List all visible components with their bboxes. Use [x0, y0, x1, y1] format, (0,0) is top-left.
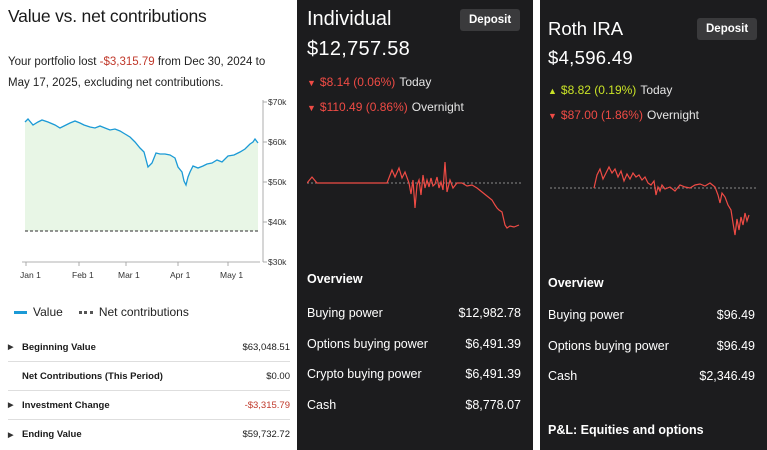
- roth-ira-account-panel: Roth IRA Deposit $4,596.49 ▲ $8.82 (0.19%…: [540, 0, 767, 450]
- y-tick-70k: $70k: [268, 97, 287, 107]
- overview-label: Cash: [307, 397, 337, 412]
- overview-title: Overview: [307, 272, 363, 286]
- row-value: -$3,315.79: [244, 399, 290, 411]
- net-legend-label: Net contributions: [98, 305, 189, 319]
- x-axis-ticks: Jan 1 Feb 1 Mar 1 Apr 1 May 1: [20, 262, 243, 280]
- row-label: Investment Change: [22, 399, 110, 411]
- overview-row-options-buying-power: Options buying power $96.49: [548, 339, 755, 370]
- overview-row-options-buying-power: Options buying power $6,491.39: [307, 337, 521, 368]
- overnight-amount: $87.00 (1.86%): [560, 108, 643, 122]
- summary-prefix: Your portfolio lost: [8, 56, 100, 68]
- account-value: $4,596.49: [548, 47, 634, 68]
- today-amount: $8.14 (0.06%): [319, 75, 396, 89]
- chart-legend: Value Net contributions: [14, 305, 189, 319]
- x-tick-feb: Feb 1: [72, 270, 94, 280]
- y-tick-40k: $40k: [268, 217, 287, 227]
- overview-row-crypto-buying-power: Crypto buying power $6,491.39: [307, 367, 521, 398]
- overview-value: $6,491.39: [465, 367, 521, 381]
- value-legend-swatch: [14, 310, 27, 314]
- panel-divider: [533, 0, 540, 450]
- overview-label: Options buying power: [307, 336, 428, 351]
- overview-label: Crypto buying power: [307, 367, 422, 381]
- row-investment-change[interactable]: ▶ Investment Change -$3,315.79: [8, 391, 290, 420]
- overnight-label: Overnight: [646, 108, 700, 122]
- down-arrow-icon: ▼: [307, 103, 316, 113]
- row-ending-value[interactable]: ▶ Ending Value $59,732.72: [8, 420, 290, 449]
- overview-value: $96.49: [716, 308, 755, 322]
- value-legend-label: Value: [33, 305, 63, 319]
- portfolio-summary: Your portfolio lost -$3,315.79 from Dec …: [8, 52, 288, 94]
- today-change: ▼ $8.14 (0.06%) Today: [307, 75, 431, 89]
- individual-account-panel: Individual Deposit $12,757.58 ▼ $8.14 (0.…: [297, 0, 533, 450]
- overview-list: Buying power $96.49 Options buying power…: [548, 308, 755, 400]
- row-value: $63,048.51: [242, 341, 290, 353]
- overview-label: Options buying power: [548, 338, 669, 353]
- account-value: $12,757.58: [307, 38, 411, 60]
- overview-row-buying-power: Buying power $12,982.78: [307, 306, 521, 337]
- account-title: Individual: [307, 8, 392, 30]
- row-net-contributions: Net Contributions (This Period) $0.00: [8, 362, 290, 391]
- overview-title: Overview: [548, 276, 604, 290]
- x-tick-mar: Mar 1: [118, 270, 140, 280]
- today-label: Today: [399, 75, 432, 89]
- expand-caret-icon[interactable]: ▶: [8, 431, 14, 439]
- overview-row-cash: Cash $2,346.49: [548, 369, 755, 400]
- value-vs-contributions-panel: Value vs. net contributions Your portfol…: [0, 0, 295, 450]
- overnight-change: ▼ $110.49 (0.86%) Overnight: [307, 100, 464, 114]
- overview-list: Buying power $12,982.78 Options buying p…: [307, 306, 521, 428]
- overview-label: Cash: [548, 369, 578, 383]
- today-change: ▲ $8.82 (0.19%) Today: [548, 83, 672, 97]
- value-line: [24, 118, 259, 187]
- value-chart[interactable]: $70k $60k $50k $40k $30k Jan 1 Feb 1 Mar…: [0, 92, 295, 287]
- panel-title: Value vs. net contributions: [8, 6, 207, 26]
- individual-sparkline[interactable]: [307, 150, 527, 240]
- down-arrow-icon: ▼: [548, 111, 557, 121]
- overview-value: $6,491.39: [465, 336, 521, 351]
- x-tick-jan: Jan 1: [20, 270, 41, 280]
- summary-loss: -$3,315.79: [99, 56, 155, 68]
- expand-caret-icon[interactable]: ▶: [8, 402, 14, 409]
- pl-section-title[interactable]: P&L: Equities and options: [548, 423, 704, 437]
- x-tick-apr: Apr 1: [170, 270, 191, 280]
- overnight-label: Overnight: [411, 100, 464, 114]
- overview-value: $96.49: [716, 338, 755, 353]
- row-value: $0.00: [266, 370, 290, 382]
- overview-label: Buying power: [307, 306, 383, 320]
- row-beginning-value[interactable]: ▶ Beginning Value $63,048.51: [8, 333, 290, 362]
- overnight-amount: $110.49 (0.86%): [319, 100, 408, 114]
- row-value: $59,732.72: [242, 429, 290, 440]
- overview-label: Buying power: [548, 308, 624, 322]
- roth-sparkline[interactable]: [550, 155, 762, 240]
- row-label: Beginning Value: [22, 341, 96, 353]
- price-line: [593, 165, 750, 236]
- row-label: Ending Value: [22, 429, 82, 440]
- value-breakdown-table: ▶ Beginning Value $63,048.51 Net Contrib…: [8, 333, 290, 449]
- x-tick-may: May 1: [220, 270, 243, 280]
- overview-value: $8,778.07: [465, 397, 521, 412]
- today-amount: $8.82 (0.19%): [560, 83, 637, 97]
- overview-row-cash: Cash $8,778.07: [307, 398, 521, 429]
- summary-suffix: from Dec 30, 2024 to May 17, 2025, exclu…: [8, 56, 266, 89]
- row-label: Net Contributions (This Period): [22, 370, 163, 382]
- net-legend-swatch: [78, 310, 93, 314]
- price-line: [307, 161, 520, 229]
- overnight-change: ▼ $87.00 (1.86%) Overnight: [548, 108, 699, 122]
- deposit-button[interactable]: Deposit: [697, 18, 758, 40]
- down-arrow-icon: ▼: [307, 78, 316, 88]
- deposit-button[interactable]: Deposit: [460, 9, 521, 31]
- overview-row-buying-power: Buying power $96.49: [548, 308, 755, 339]
- y-tick-30k: $30k: [268, 257, 287, 267]
- today-label: Today: [640, 83, 673, 97]
- y-axis-ticks: $70k $60k $50k $40k $30k: [263, 97, 287, 267]
- up-arrow-icon: ▲: [548, 86, 557, 96]
- overview-value: $2,346.49: [699, 369, 755, 383]
- y-tick-50k: $50k: [268, 177, 287, 187]
- expand-caret-icon[interactable]: ▶: [8, 344, 14, 351]
- overview-value: $12,982.78: [458, 306, 521, 320]
- account-title: Roth IRA: [548, 18, 624, 39]
- value-area: [25, 119, 258, 231]
- y-tick-60k: $60k: [268, 137, 287, 147]
